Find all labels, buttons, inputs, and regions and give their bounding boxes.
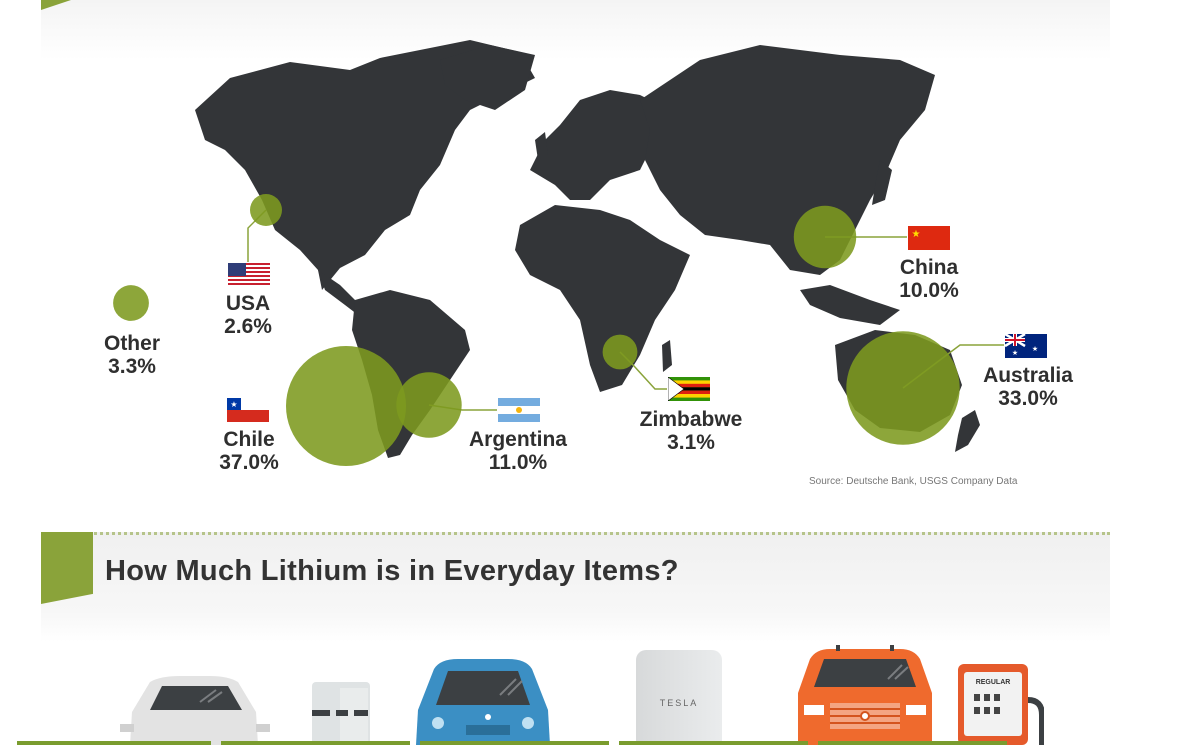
- country-name: USA: [225, 292, 271, 315]
- label-chile: Chile 37.0%: [210, 428, 288, 474]
- label-zimbabwe: Zimbabwe 3.1%: [628, 408, 754, 454]
- pump-label: REGULAR: [976, 679, 1011, 686]
- bubble-china: [793, 205, 857, 269]
- world-map: [113, 40, 1004, 466]
- australia-flag-icon: ★ ★: [1005, 334, 1047, 358]
- country-name: China: [899, 256, 959, 279]
- label-other: Other 3.3%: [92, 332, 172, 378]
- zimbabwe-flag-icon: [668, 377, 710, 401]
- country-name: Other: [103, 332, 160, 355]
- country-value: 3.3%: [108, 355, 156, 378]
- north-america-landmass: [195, 40, 535, 290]
- country-value: 3.1%: [667, 431, 715, 454]
- section-tab: [41, 532, 93, 604]
- country-name: Argentina: [468, 428, 567, 451]
- europe-landmass: [530, 90, 665, 200]
- tesla-logo-text: TESLA: [659, 698, 699, 708]
- country-name: Chile: [223, 428, 275, 451]
- country-name: Australia: [983, 364, 1073, 387]
- source-note: Source: Deutsche Bank, USGS Company Data: [809, 476, 1018, 487]
- argentina-flag-icon: [498, 398, 540, 422]
- country-value: 2.6%: [224, 315, 272, 338]
- chile-flag-icon: ★: [227, 398, 269, 422]
- bubble-argentina: [396, 372, 462, 438]
- svg-text:★: ★: [230, 400, 237, 409]
- indonesia-landmass: [800, 285, 900, 325]
- orange-truck-icon: [798, 645, 932, 745]
- label-usa: USA 2.6%: [214, 292, 282, 338]
- tesla-powerwall-icon: TESLA: [636, 650, 722, 745]
- svg-text:★: ★: [912, 229, 921, 240]
- label-australia: Australia 33.0%: [970, 364, 1086, 410]
- svg-text:★: ★: [1012, 349, 1018, 357]
- gas-pump-icon: REGULAR: [958, 664, 1044, 745]
- bubble-australia: [846, 331, 960, 445]
- label-china: China 10.0%: [888, 256, 970, 302]
- country-value: 33.0%: [998, 387, 1058, 410]
- item-bar-3: [420, 741, 609, 745]
- country-value: 37.0%: [219, 451, 279, 474]
- country-name: Zimbabwe: [639, 408, 743, 431]
- asia-landmass: [640, 45, 935, 275]
- country-value: 10.0%: [899, 279, 959, 302]
- bubble-other: [113, 285, 149, 321]
- new-zealand-landmass: [955, 410, 980, 452]
- bubble-chile: [286, 346, 406, 466]
- madagascar-landmass: [662, 340, 672, 372]
- section-divider: [41, 532, 1110, 535]
- bubbles: [113, 194, 960, 466]
- svg-text:★: ★: [1032, 345, 1038, 353]
- japan-landmass: [872, 160, 892, 205]
- china-flag-icon: ★: [908, 226, 950, 250]
- country-value: 11.0%: [488, 451, 548, 474]
- blue-car-icon: [416, 659, 550, 745]
- bubble-usa: [250, 194, 282, 226]
- africa-landmass: [515, 205, 690, 392]
- item-bar-1: [17, 741, 211, 745]
- greenland-landmass: [440, 45, 535, 110]
- corner-tab: [41, 0, 71, 10]
- landmasses: [195, 40, 980, 458]
- label-argentina: Argentina 11.0%: [458, 428, 578, 474]
- uk-landmass: [535, 132, 548, 160]
- usa-flag-icon: [228, 263, 270, 287]
- battery-pack-icon: [312, 682, 370, 745]
- item-bar-5: [818, 741, 1007, 745]
- item-bar-2: [221, 741, 410, 745]
- bubble-zimbabwe: [602, 334, 638, 370]
- white-sedan-icon: [120, 676, 270, 745]
- item-bar-4: [619, 741, 808, 745]
- section-title: How Much Lithium is in Everyday Items?: [105, 555, 679, 587]
